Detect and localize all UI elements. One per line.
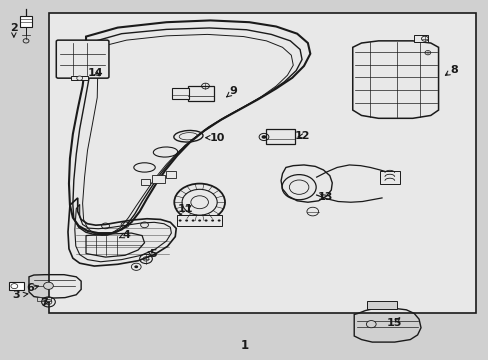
Text: 6: 6: [26, 283, 39, 293]
FancyBboxPatch shape: [165, 171, 176, 178]
FancyBboxPatch shape: [413, 35, 427, 41]
Text: 11: 11: [177, 204, 192, 215]
FancyBboxPatch shape: [379, 171, 399, 184]
Circle shape: [366, 320, 375, 328]
Circle shape: [217, 220, 220, 222]
Text: 5: 5: [148, 248, 156, 258]
Circle shape: [191, 220, 194, 222]
Circle shape: [204, 220, 207, 222]
FancyBboxPatch shape: [152, 175, 164, 183]
Text: 12: 12: [294, 131, 309, 141]
FancyBboxPatch shape: [9, 282, 24, 291]
Text: 7: 7: [41, 298, 49, 308]
Text: 3: 3: [13, 291, 28, 301]
Circle shape: [211, 220, 214, 222]
FancyBboxPatch shape: [266, 129, 294, 144]
FancyBboxPatch shape: [37, 297, 51, 301]
Text: 8: 8: [445, 64, 457, 75]
FancyBboxPatch shape: [71, 76, 88, 80]
FancyBboxPatch shape: [366, 301, 396, 309]
Text: 15: 15: [386, 318, 402, 328]
FancyBboxPatch shape: [172, 88, 189, 99]
FancyBboxPatch shape: [141, 179, 150, 185]
Text: 10: 10: [205, 133, 225, 143]
FancyBboxPatch shape: [20, 16, 32, 27]
Text: 13: 13: [317, 192, 332, 202]
Text: 1: 1: [240, 339, 248, 352]
FancyBboxPatch shape: [188, 86, 213, 101]
Circle shape: [134, 265, 138, 268]
Circle shape: [185, 220, 188, 222]
Circle shape: [43, 282, 53, 289]
FancyBboxPatch shape: [56, 40, 109, 78]
Circle shape: [261, 135, 266, 139]
Circle shape: [77, 76, 82, 80]
Text: 2: 2: [10, 23, 18, 37]
Circle shape: [178, 220, 181, 222]
FancyBboxPatch shape: [49, 13, 475, 313]
Circle shape: [198, 220, 201, 222]
Text: 14: 14: [88, 68, 103, 78]
Text: 4: 4: [119, 230, 130, 239]
Text: 9: 9: [226, 86, 237, 97]
FancyBboxPatch shape: [177, 215, 222, 226]
